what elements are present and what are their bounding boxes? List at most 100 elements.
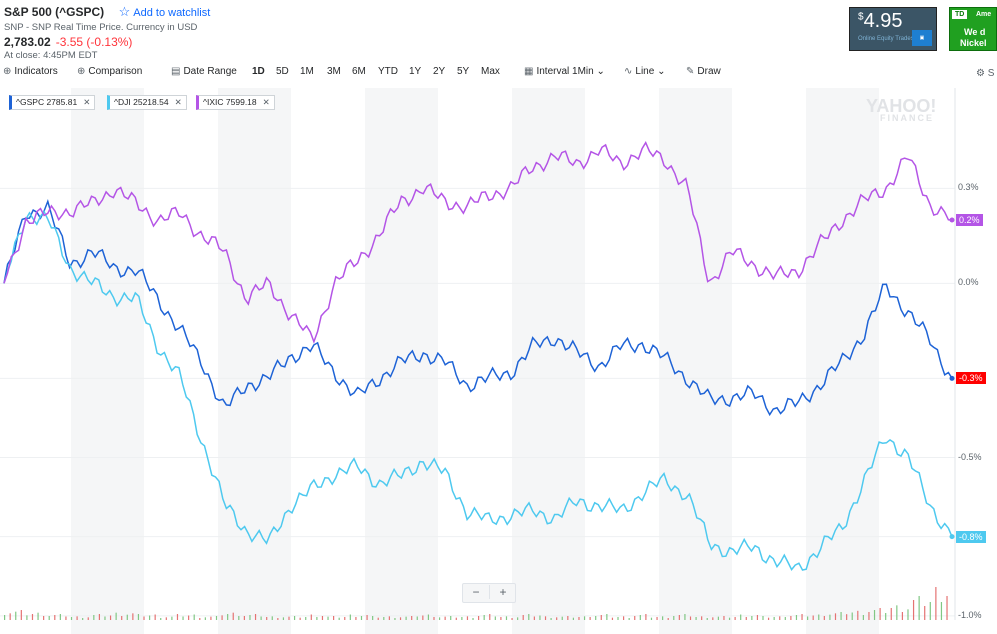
series-end-point — [949, 375, 955, 381]
volume-bar — [232, 612, 234, 620]
volume-bar — [695, 617, 697, 620]
volume-bar — [628, 618, 630, 620]
time-band — [806, 88, 879, 634]
volume-bar — [76, 616, 78, 620]
legend-chip-dji[interactable]: ^DJI 25218.54 ✕ — [107, 95, 187, 110]
pencil-icon: ✎ — [686, 66, 695, 77]
volume-bar — [762, 616, 764, 620]
time-band — [512, 88, 585, 634]
volume-bar — [20, 610, 22, 620]
indicators-button[interactable]: ⊕ Indicators — [3, 66, 58, 77]
volume-bar — [901, 612, 904, 620]
zoom-out-button[interactable]: − — [472, 585, 480, 599]
volume-bar — [650, 617, 653, 620]
volume-bar — [734, 617, 736, 620]
y-tick-label: 0.0% — [958, 277, 979, 288]
volume-bar — [851, 612, 853, 620]
price-change: -3.55 (-0.13%) — [55, 35, 133, 49]
volume-bar — [4, 615, 6, 620]
volume-bar — [31, 614, 34, 620]
ad-line-1: We d — [964, 27, 986, 37]
volume-bar — [879, 608, 881, 620]
draw-button[interactable]: ✎ Draw — [686, 66, 721, 77]
date-range-button[interactable]: ▤ Date Range — [171, 66, 237, 77]
range-1y[interactable]: 1Y — [409, 66, 422, 77]
volume-bar — [427, 614, 430, 620]
series-line-ixic — [3, 140, 953, 344]
volume-bar — [767, 617, 770, 620]
y-tick-label: 0.3% — [958, 182, 979, 193]
zoom-in-button[interactable]: + — [489, 585, 516, 599]
ad-banner-td[interactable]: TD Ame We d Nickel an — [949, 7, 997, 51]
calendar-icon: ▤ — [171, 66, 181, 77]
volume-bar — [249, 615, 251, 620]
volume-bar — [634, 616, 636, 620]
volume-bar — [282, 617, 285, 620]
volume-bar — [310, 614, 312, 620]
volume-bar — [795, 615, 798, 620]
volume-bar — [461, 617, 463, 620]
volume-bar — [918, 596, 920, 620]
volume-bar — [912, 600, 915, 620]
close-icon[interactable]: ✕ — [262, 97, 270, 107]
volume-bar — [148, 615, 151, 620]
volume-bar — [176, 614, 179, 620]
volume-bar — [405, 616, 407, 620]
yahoo-finance-watermark: YAHOO! FINANCE — [866, 96, 937, 123]
y-tick-label: -1.0% — [958, 609, 982, 620]
volume-bar — [171, 616, 173, 620]
close-icon[interactable]: ✕ — [83, 97, 91, 107]
volume-bar — [93, 615, 95, 620]
range-ytd[interactable]: YTD — [378, 66, 398, 77]
chart-area[interactable] — [0, 88, 997, 634]
volume-bar — [59, 614, 61, 620]
legend-chip-ixic[interactable]: ^IXIC 7599.18 ✕ — [196, 95, 275, 110]
settings-button[interactable]: ⚙ S — [976, 68, 995, 79]
comparison-button[interactable]: ⊕ Comparison — [77, 66, 143, 77]
add-to-watchlist-button[interactable]: ☆ Add to watchlist — [119, 4, 211, 20]
volume-bar — [126, 614, 128, 620]
chart-type-dropdown[interactable]: ∿ Line ⌄ — [624, 66, 666, 77]
volume-bar — [572, 617, 574, 620]
legend-chip-gspc[interactable]: ^GSPC 2785.81 ✕ — [9, 95, 96, 110]
range-2y[interactable]: 2Y — [433, 66, 446, 77]
volume-bar — [645, 614, 647, 620]
volume-bar — [812, 615, 814, 620]
volume-bar — [472, 618, 474, 620]
volume-bar — [399, 617, 402, 620]
volume-bar — [377, 617, 379, 620]
interval-dropdown[interactable]: ▦ Interval 1Min ⌄ — [524, 66, 605, 77]
ad-banner-etrade[interactable]: $4.95 Online Equity Trades ▣ — [849, 7, 937, 51]
close-icon[interactable]: ✕ — [174, 97, 182, 107]
volume-bar — [656, 617, 658, 620]
range-1m[interactable]: 1M — [300, 66, 314, 77]
volume-bar — [567, 616, 569, 620]
volume-bar — [807, 616, 809, 620]
volume-bar — [15, 611, 17, 620]
volume-bar — [885, 613, 887, 620]
range-3m[interactable]: 3M — [327, 66, 341, 77]
series-line-gspc — [3, 199, 953, 417]
volume-bar — [182, 616, 184, 620]
range-max[interactable]: Max — [481, 66, 500, 77]
volume-bar — [411, 616, 413, 620]
volume-bar — [271, 616, 273, 620]
range-5d[interactable]: 5D — [276, 66, 289, 77]
volume-bar — [338, 617, 340, 620]
volume-bar — [450, 616, 452, 620]
volume-bar — [784, 617, 786, 620]
volume-bar — [494, 616, 496, 620]
volume-bar — [600, 615, 602, 620]
volume-bar — [305, 617, 307, 620]
range-1d[interactable]: 1D — [252, 66, 265, 77]
range-5y[interactable]: 5Y — [457, 66, 470, 77]
volume-bar — [823, 616, 825, 620]
volume-bar — [137, 614, 140, 620]
volume-bar — [288, 616, 290, 620]
range-6m[interactable]: 6M — [352, 66, 366, 77]
volume-bar — [756, 615, 759, 620]
volume-bar — [277, 618, 279, 620]
quote-subtitle: SNP - SNP Real Time Price. Currency in U… — [4, 22, 198, 33]
volume-bar — [517, 617, 519, 620]
